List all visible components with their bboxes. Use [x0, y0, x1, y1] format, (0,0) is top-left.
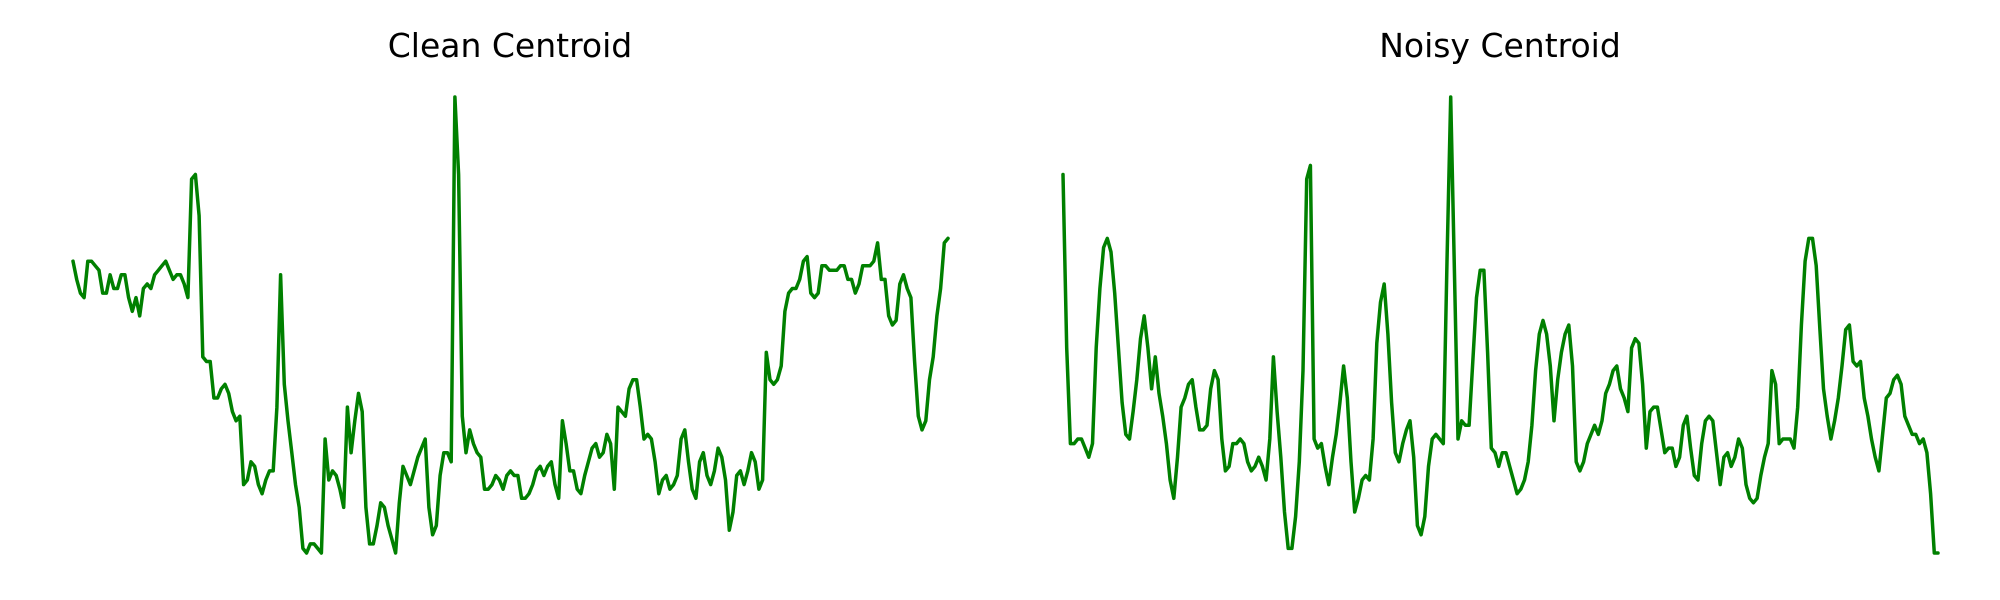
clean-centroid-panel: Clean Centroid: [71, 26, 950, 555]
noisy-centroid-line: [1061, 95, 1940, 555]
noisy-centroid-title: Noisy Centroid: [1379, 26, 1621, 65]
clean-centroid-title: Clean Centroid: [388, 26, 633, 65]
clean-centroid-line: [71, 95, 950, 555]
noisy-centroid-panel: Noisy Centroid: [1061, 26, 1940, 555]
